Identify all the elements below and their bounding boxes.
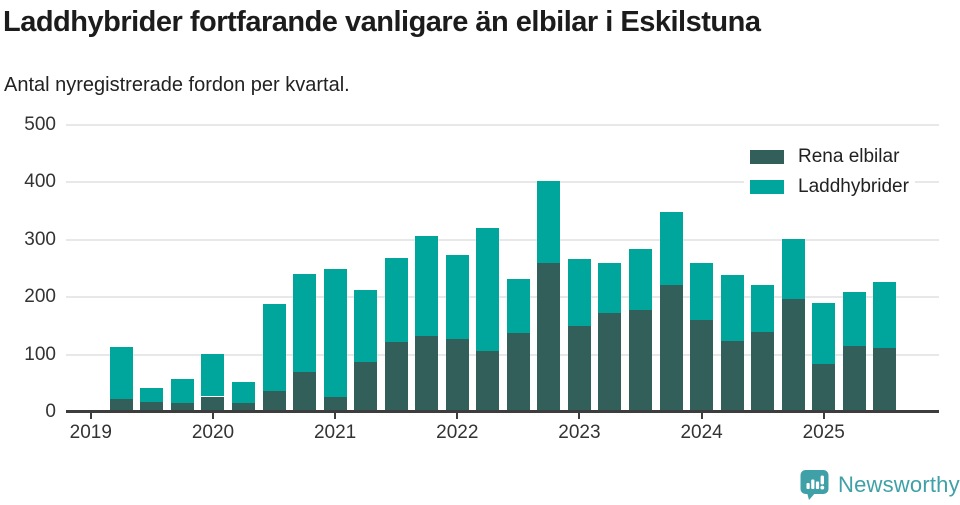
bar-segment-laddhybrider bbox=[323, 268, 347, 397]
bar-segment-rena-elbilar bbox=[751, 332, 775, 412]
brand-footer: Newsworthy bbox=[799, 469, 960, 501]
bar-segment-laddhybrider bbox=[293, 274, 317, 372]
bar-segment-laddhybrider bbox=[476, 227, 500, 352]
y-axis-tick-label: 0 bbox=[45, 401, 56, 422]
legend-label-laddhybrider: Laddhybrider bbox=[798, 176, 909, 197]
gridline bbox=[66, 124, 939, 126]
bar-segment-rena-elbilar bbox=[140, 401, 164, 412]
bar-segment-laddhybrider bbox=[598, 262, 622, 314]
bar-segment-rena-elbilar bbox=[659, 284, 683, 412]
x-axis-tick-label: 2023 bbox=[558, 422, 601, 443]
bar-segment-rena-elbilar bbox=[323, 396, 347, 412]
bar-segment-laddhybrider bbox=[690, 262, 714, 320]
legend-item-rena-elbilar: Rena elbilar bbox=[750, 142, 909, 172]
x-axis-tick-label: 2020 bbox=[191, 422, 235, 443]
legend-swatch-laddhybrider bbox=[750, 180, 784, 194]
bar-segment-laddhybrider bbox=[751, 285, 775, 333]
bar-segment-rena-elbilar bbox=[232, 403, 255, 412]
x-axis-tick-label: 2022 bbox=[436, 422, 479, 443]
bar-segment-laddhybrider bbox=[140, 388, 164, 402]
bar-segment-rena-elbilar bbox=[293, 371, 317, 412]
x-axis-tick-label: 2025 bbox=[802, 422, 845, 443]
bar-segment-rena-elbilar bbox=[690, 319, 714, 412]
bar-segment-rena-elbilar bbox=[445, 339, 469, 412]
legend-swatch-rena-elbilar bbox=[750, 150, 784, 164]
x-axis-tick bbox=[334, 413, 337, 419]
bar-segment-rena-elbilar bbox=[354, 362, 378, 412]
gridline bbox=[66, 353, 939, 356]
bar-segment-laddhybrider bbox=[354, 290, 378, 363]
bar-segment-rena-elbilar bbox=[598, 313, 622, 412]
bar-segment-rena-elbilar bbox=[629, 310, 653, 412]
bar-segment-rena-elbilar bbox=[476, 351, 500, 412]
x-axis-tick bbox=[578, 413, 581, 419]
bar-segment-laddhybrider bbox=[812, 302, 836, 365]
x-axis-tick bbox=[822, 413, 825, 419]
bar-segment-rena-elbilar bbox=[384, 341, 408, 412]
bar-segment-rena-elbilar bbox=[812, 364, 836, 412]
bar-segment-rena-elbilar bbox=[262, 390, 286, 412]
y-axis-tick-label: 500 bbox=[24, 114, 56, 135]
bar-segment-laddhybrider bbox=[262, 304, 286, 391]
bar-segment-rena-elbilar bbox=[201, 396, 225, 412]
x-axis-tick-label: 2021 bbox=[313, 422, 357, 443]
y-axis-tick-label: 200 bbox=[24, 286, 56, 308]
bar-segment-laddhybrider bbox=[170, 378, 194, 403]
bar-segment-laddhybrider bbox=[232, 381, 255, 404]
bar-segment-laddhybrider bbox=[720, 274, 744, 341]
bar-segment-laddhybrider bbox=[201, 354, 225, 397]
bar-segment-laddhybrider bbox=[537, 181, 561, 263]
bar-segment-laddhybrider bbox=[781, 239, 805, 299]
x-axis-tick bbox=[700, 413, 703, 419]
gridline bbox=[66, 238, 939, 241]
bar-segment-laddhybrider bbox=[567, 259, 591, 326]
bar-segment-rena-elbilar bbox=[567, 325, 591, 412]
bar-segment-rena-elbilar bbox=[537, 262, 561, 412]
x-axis-tick bbox=[211, 413, 214, 419]
bar-segment-laddhybrider bbox=[384, 258, 408, 342]
bar-segment-rena-elbilar bbox=[109, 399, 133, 412]
x-axis-line bbox=[66, 410, 939, 413]
gridline bbox=[66, 181, 939, 184]
bar-segment-rena-elbilar bbox=[873, 348, 897, 412]
bar-segment-laddhybrider bbox=[659, 212, 683, 285]
chart-legend: Rena elbilar Laddhybrider bbox=[744, 140, 915, 204]
y-axis-tick-label: 300 bbox=[24, 228, 56, 250]
x-axis-tick bbox=[456, 413, 459, 419]
chart-title: Laddhybrider fortfarande vanligare än el… bbox=[3, 6, 761, 38]
y-axis-tick-label: 400 bbox=[24, 171, 56, 193]
brand-name: Newsworthy bbox=[838, 472, 960, 497]
bar-segment-rena-elbilar bbox=[842, 345, 866, 412]
bar-segment-rena-elbilar bbox=[781, 298, 805, 412]
bar-segment-rena-elbilar bbox=[720, 340, 744, 412]
y-axis-tick-label: 100 bbox=[24, 343, 56, 365]
bar-segment-laddhybrider bbox=[506, 278, 530, 334]
bar-segment-laddhybrider bbox=[629, 248, 653, 311]
legend-item-laddhybrider: Laddhybrider bbox=[750, 172, 909, 202]
bar-segment-rena-elbilar bbox=[170, 402, 194, 412]
bar-segment-rena-elbilar bbox=[415, 335, 439, 412]
bar-segment-laddhybrider bbox=[415, 235, 439, 336]
gridline bbox=[66, 296, 939, 299]
bar-segment-laddhybrider bbox=[445, 255, 469, 340]
bar-segment-laddhybrider bbox=[109, 347, 133, 400]
bar-segment-rena-elbilar bbox=[506, 333, 530, 412]
x-axis-tick-label: 2024 bbox=[680, 422, 723, 443]
bar-segment-laddhybrider bbox=[842, 292, 866, 346]
legend-label-rena-elbilar: Rena elbilar bbox=[798, 146, 900, 167]
x-axis-tick-label: 2019 bbox=[69, 422, 112, 443]
newsworthy-logo-icon bbox=[800, 470, 829, 500]
chart-subtitle: Antal nyregistrerade fordon per kvartal. bbox=[4, 74, 350, 96]
bar-segment-laddhybrider bbox=[873, 281, 897, 349]
x-axis-tick bbox=[89, 413, 92, 419]
